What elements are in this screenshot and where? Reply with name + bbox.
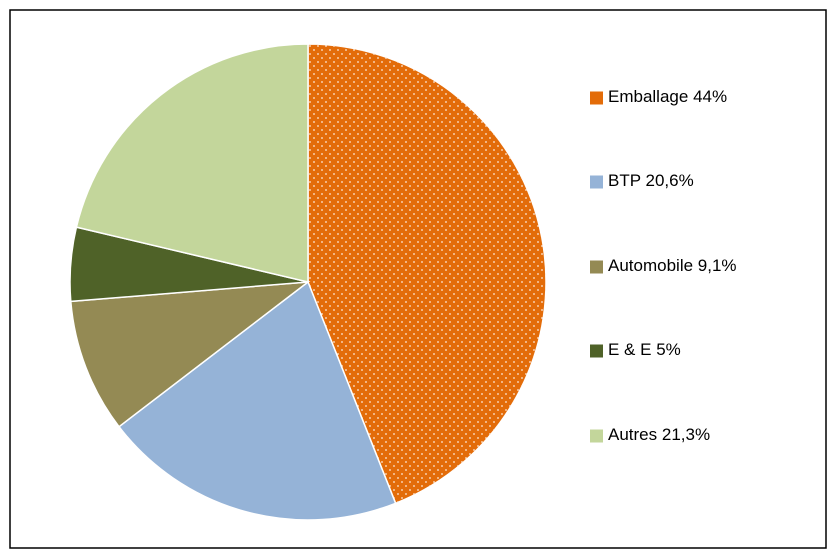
legend-label: E & E 5% xyxy=(608,340,681,359)
legend-swatch xyxy=(590,344,603,358)
legend-value: 9,1% xyxy=(698,256,737,275)
legend-label: BTP 20,6% xyxy=(608,171,694,190)
pie-slice xyxy=(75,43,309,283)
legend-label: Automobile 9,1% xyxy=(608,256,737,275)
legend-swatch xyxy=(590,260,603,274)
legend-value: 44% xyxy=(693,87,727,106)
legend-label: Emballage 44% xyxy=(608,87,727,106)
legend-label: Autres 21,3% xyxy=(608,425,710,444)
legend-category: Automobile xyxy=(608,256,693,275)
legend-category: E & E xyxy=(608,340,651,359)
pie-slice xyxy=(117,280,397,521)
legend-category: BTP xyxy=(608,171,641,190)
legend-value: 5% xyxy=(656,340,681,359)
legend-swatch xyxy=(590,91,603,105)
legend-category: Autres xyxy=(608,425,657,444)
pie xyxy=(69,43,547,521)
legend-swatch xyxy=(590,429,603,443)
legend-value: 20,6% xyxy=(646,171,694,190)
legend-category: Emballage xyxy=(608,87,688,106)
legend: Emballage 44% BTP 20,6% Automobile 9,1% E &… xyxy=(590,87,737,444)
legend-value: 21,3% xyxy=(662,425,710,444)
legend-swatch xyxy=(590,175,603,189)
pie-slice xyxy=(69,281,311,428)
